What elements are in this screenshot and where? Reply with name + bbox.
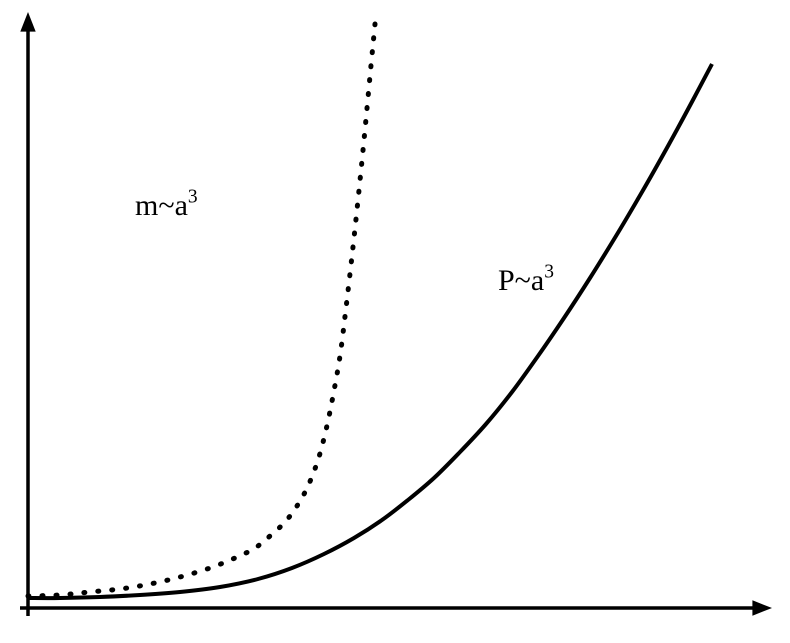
chart-background	[0, 0, 790, 643]
scaling-law-chart: m~a3P~a3	[0, 0, 790, 643]
